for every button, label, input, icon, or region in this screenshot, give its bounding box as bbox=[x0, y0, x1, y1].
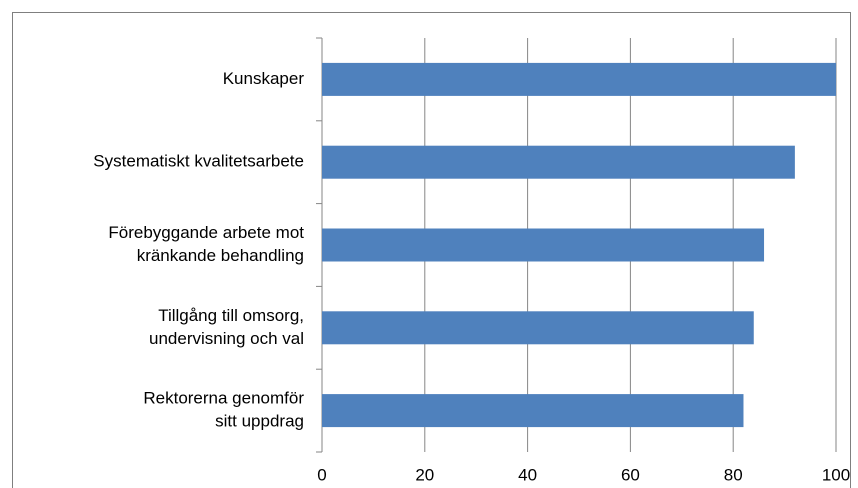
y-tick-label: Förebyggande arbete mot bbox=[108, 223, 304, 242]
y-tick-label: Tillgång till omsorg, bbox=[158, 306, 304, 325]
x-tick-label: 20 bbox=[415, 465, 434, 484]
bar bbox=[322, 145, 795, 179]
y-tick-label: Kunskaper bbox=[223, 69, 305, 88]
x-tick-label: 60 bbox=[621, 465, 640, 484]
x-tick-label: 0 bbox=[317, 465, 326, 484]
y-tick-label: kränkande behandling bbox=[137, 246, 304, 265]
bar bbox=[322, 62, 836, 96]
x-tick-label: 40 bbox=[518, 465, 537, 484]
bar bbox=[322, 311, 754, 345]
y-tick-label: undervisning och val bbox=[149, 329, 304, 348]
y-tick-label: Systematiskt kvalitetsarbete bbox=[93, 152, 304, 171]
x-tick-label: 80 bbox=[724, 465, 743, 484]
y-tick-label: Rektorerna genomför bbox=[143, 389, 304, 408]
bar bbox=[322, 394, 744, 428]
y-tick-label: sitt uppdrag bbox=[215, 412, 304, 431]
x-tick-label: 100 bbox=[822, 465, 850, 484]
bar bbox=[322, 228, 765, 262]
